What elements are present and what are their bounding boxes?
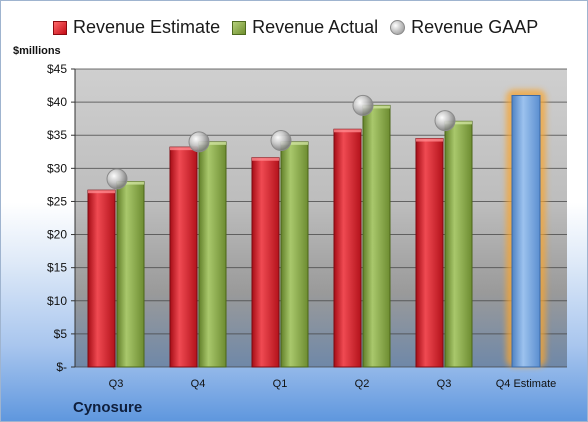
y-tick-label: $15 [47,261,67,275]
y-tick-label: $25 [47,194,67,208]
bar-revenue-actual [444,120,473,368]
y-tick-label: $- [56,360,67,374]
legend-item-actual: Revenue Actual [232,17,378,38]
x-tick-label: Q1 [273,378,288,390]
legend-label-estimate: Revenue Estimate [73,17,221,37]
point-revenue-gaap [434,110,456,132]
bar-revenue-estimate [87,189,116,368]
bar-top-highlight [117,181,144,185]
legend-swatch-actual [232,20,247,35]
bar-revenue-estimate [333,128,362,368]
legend-swatch-estimate [53,20,67,35]
bar-top-highlight [334,129,361,133]
bar-top-highlight [199,141,226,145]
bar-revenue-actual [116,181,145,368]
x-tick-label: Q3 [437,378,452,390]
y-axis-unit-label: $millions [13,45,61,57]
bar-revenue-actual [280,141,309,368]
point-revenue-gaap [188,131,210,153]
x-tick-label: Q4 [191,378,206,390]
bar-revenue-actual [362,104,391,368]
point-revenue-gaap [352,94,374,116]
y-tick-label: $40 [47,95,67,109]
y-tick-label: $20 [47,228,67,242]
bar-top-highlight [88,190,115,194]
y-tick-label: $45 [47,62,67,76]
bar-top-highlight [363,105,390,109]
bar-top-highlight [416,138,443,142]
bar-revenue-actual [198,141,227,368]
bar-top-highlight [170,147,197,151]
x-tick-label: Q4 Estimate [496,378,557,390]
legend: Revenue Estimate Revenue Actual Revenue … [53,17,550,38]
y-tick-label: $10 [47,294,67,308]
legend-label-actual: Revenue Actual [252,17,379,37]
y-tick-label: $35 [47,128,67,142]
bar-future-estimate [511,94,541,368]
bar-top-highlight [281,141,308,145]
legend-label-gaap: Revenue GAAP [411,17,539,37]
bar-revenue-estimate [169,146,198,368]
point-revenue-gaap [106,168,128,190]
legend-item-gaap: Revenue GAAP [390,17,538,38]
point-revenue-gaap [270,130,292,152]
company-name: Cynosure [73,399,143,416]
bar-top-highlight [445,121,472,125]
x-tick-label: Q3 [109,378,124,390]
x-tick-label: Q2 [355,378,370,390]
plot-area [75,69,567,367]
bar-revenue-estimate [415,138,444,368]
bar-top-highlight [252,157,279,161]
legend-item-estimate: Revenue Estimate [53,17,220,38]
y-tick-label: $5 [54,327,68,341]
legend-swatch-gaap [390,20,406,35]
bar-revenue-estimate [251,157,280,368]
y-tick-label: $30 [47,161,67,175]
